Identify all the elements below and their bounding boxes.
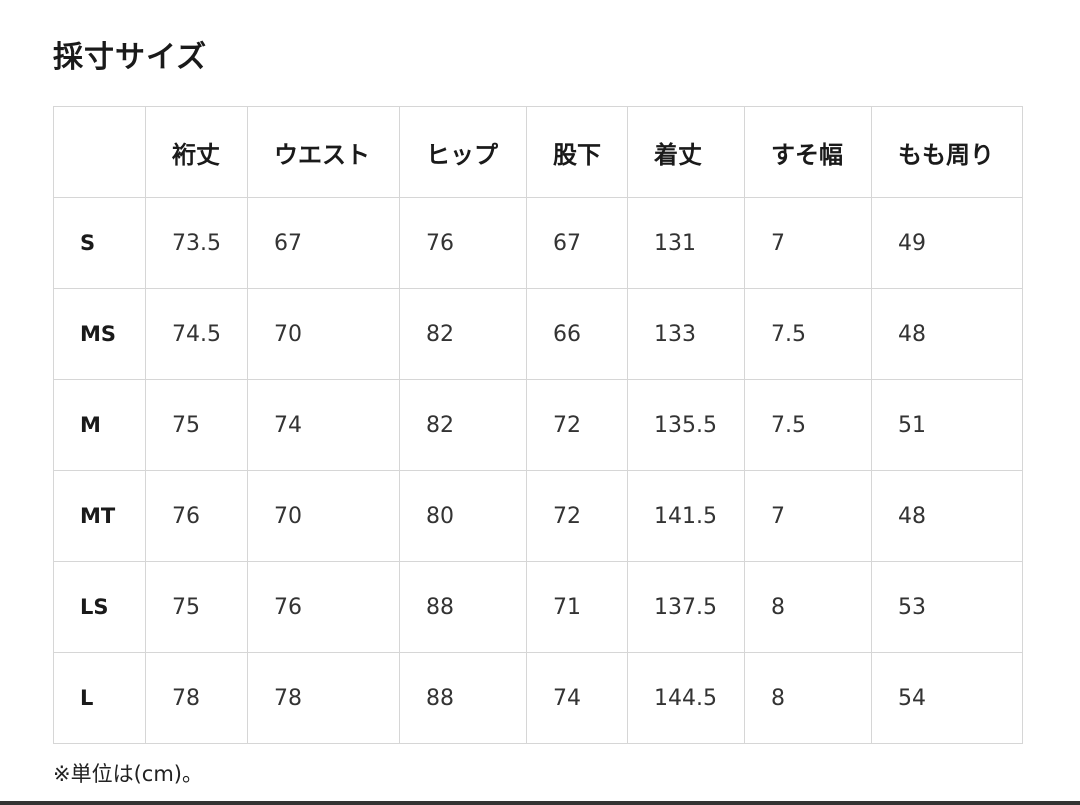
measurement-cell: 75 <box>145 379 248 471</box>
measurement-cell: 74 <box>526 652 628 744</box>
column-header: すそ幅 <box>744 106 872 198</box>
measurement-cell: 144.5 <box>627 652 745 744</box>
measurement-cell: 48 <box>871 470 1023 562</box>
measurement-cell: 133 <box>627 288 745 380</box>
table-row: MT 76 70 80 72 141.5 7 48 <box>53 470 1023 562</box>
measurement-cell: 48 <box>871 288 1023 380</box>
measurement-cell: 51 <box>871 379 1023 471</box>
measurement-cell: 88 <box>399 652 527 744</box>
measurement-cell: 137.5 <box>627 561 745 653</box>
header-row: 裄丈 ウエスト ヒップ 股下 着丈 すそ幅 もも周り <box>53 106 1023 198</box>
measurement-cell: 49 <box>871 197 1023 289</box>
table-row: MS 74.5 70 82 66 133 7.5 48 <box>53 288 1023 380</box>
measurement-cell: 53 <box>871 561 1023 653</box>
measurement-cell: 74.5 <box>145 288 248 380</box>
measurement-cell: 82 <box>399 379 527 471</box>
measurement-cell: 67 <box>247 197 400 289</box>
page-title: 採寸サイズ <box>53 40 208 75</box>
corner-cell <box>53 106 146 198</box>
measurement-cell: 73.5 <box>145 197 248 289</box>
table-row: S 73.5 67 76 67 131 7 49 <box>53 197 1023 289</box>
measurement-cell: 8 <box>744 652 872 744</box>
size-table: 裄丈 ウエスト ヒップ 股下 着丈 すそ幅 もも周り S 73.5 67 76 67 131 7 49 MS… <box>53 106 1023 744</box>
measurement-cell: 72 <box>526 470 628 562</box>
column-header: ウエスト <box>247 106 400 198</box>
measurement-cell: 54 <box>871 652 1023 744</box>
measurement-cell: 135.5 <box>627 379 745 471</box>
measurement-cell: 70 <box>247 288 400 380</box>
measurement-cell: 82 <box>399 288 527 380</box>
size-label: MS <box>53 288 146 380</box>
column-header: 着丈 <box>627 106 745 198</box>
table-row: L 78 78 88 74 144.5 8 54 <box>53 652 1023 744</box>
size-label: S <box>53 197 146 289</box>
column-header: もも周り <box>871 106 1023 198</box>
measurement-cell: 71 <box>526 561 628 653</box>
column-header: 股下 <box>526 106 628 198</box>
measurement-cell: 66 <box>526 288 628 380</box>
measurement-cell: 7.5 <box>744 288 872 380</box>
column-header: 裄丈 <box>145 106 248 198</box>
divider <box>0 801 1080 805</box>
unit-note: ※単位は(cm)。 <box>53 762 203 786</box>
measurement-cell: 80 <box>399 470 527 562</box>
measurement-cell: 7 <box>744 470 872 562</box>
measurement-cell: 76 <box>399 197 527 289</box>
measurement-cell: 78 <box>145 652 248 744</box>
measurement-cell: 141.5 <box>627 470 745 562</box>
size-label: MT <box>53 470 146 562</box>
size-label: LS <box>53 561 146 653</box>
measurement-cell: 72 <box>526 379 628 471</box>
table-row: LS 75 76 88 71 137.5 8 53 <box>53 561 1023 653</box>
measurement-cell: 67 <box>526 197 628 289</box>
table-row: M 75 74 82 72 135.5 7.5 51 <box>53 379 1023 471</box>
measurement-cell: 8 <box>744 561 872 653</box>
column-header: ヒップ <box>399 106 527 198</box>
measurement-cell: 7 <box>744 197 872 289</box>
measurement-cell: 75 <box>145 561 248 653</box>
measurement-cell: 70 <box>247 470 400 562</box>
measurement-cell: 74 <box>247 379 400 471</box>
measurement-cell: 76 <box>145 470 248 562</box>
size-label: M <box>53 379 146 471</box>
measurement-cell: 76 <box>247 561 400 653</box>
size-label: L <box>53 652 146 744</box>
measurement-cell: 88 <box>399 561 527 653</box>
measurement-cell: 7.5 <box>744 379 872 471</box>
measurement-cell: 78 <box>247 652 400 744</box>
measurement-cell: 131 <box>627 197 745 289</box>
